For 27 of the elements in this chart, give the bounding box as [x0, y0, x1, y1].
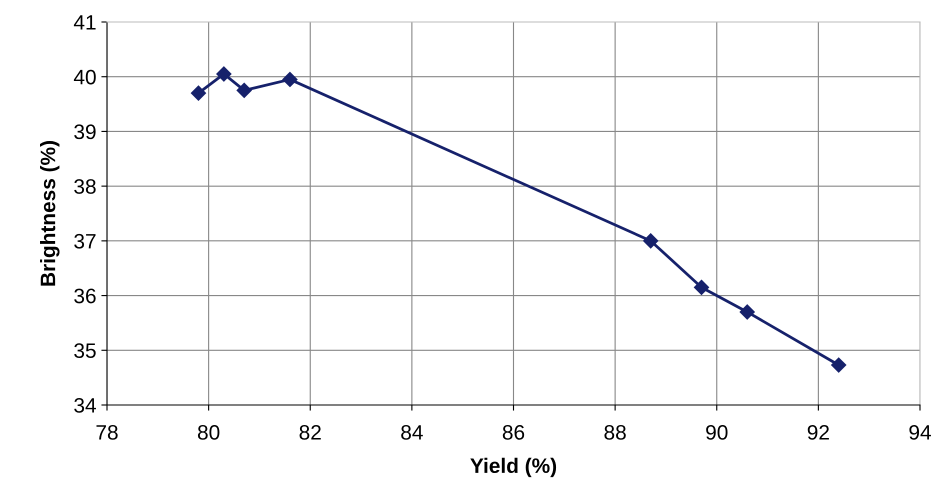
point	[694, 280, 710, 295]
y-tick-label: 35	[74, 343, 96, 358]
y-tick-label: 38	[74, 179, 96, 194]
x-axis-title: Yield (%)	[470, 458, 556, 478]
x-tick-label: 90	[706, 424, 728, 440]
y-tick-label: 34	[74, 398, 96, 413]
x-tick-label: 94	[909, 424, 931, 440]
y-tick-label: 39	[74, 124, 96, 140]
point	[282, 72, 298, 88]
point	[236, 82, 252, 98]
point	[216, 66, 232, 82]
y-tick-label: 36	[74, 288, 96, 304]
x-tick-label: 92	[808, 424, 829, 440]
y-tick-label: 37	[74, 234, 96, 249]
x-tick-label: 80	[198, 424, 220, 440]
x-tick-label: 86	[502, 424, 524, 440]
x-tick-label: 88	[604, 424, 626, 440]
x-tick-label: 82	[300, 424, 321, 440]
point	[190, 86, 206, 101]
x-tick-label: 84	[401, 424, 423, 440]
point	[831, 357, 846, 373]
y-tick-label: 41	[74, 15, 96, 30]
y-tick-label: 40	[74, 70, 96, 84]
point	[740, 304, 755, 320]
y-axis-title: Brightness (%)	[40, 141, 60, 286]
point	[643, 233, 658, 248]
x-tick-label: 78	[96, 424, 118, 440]
